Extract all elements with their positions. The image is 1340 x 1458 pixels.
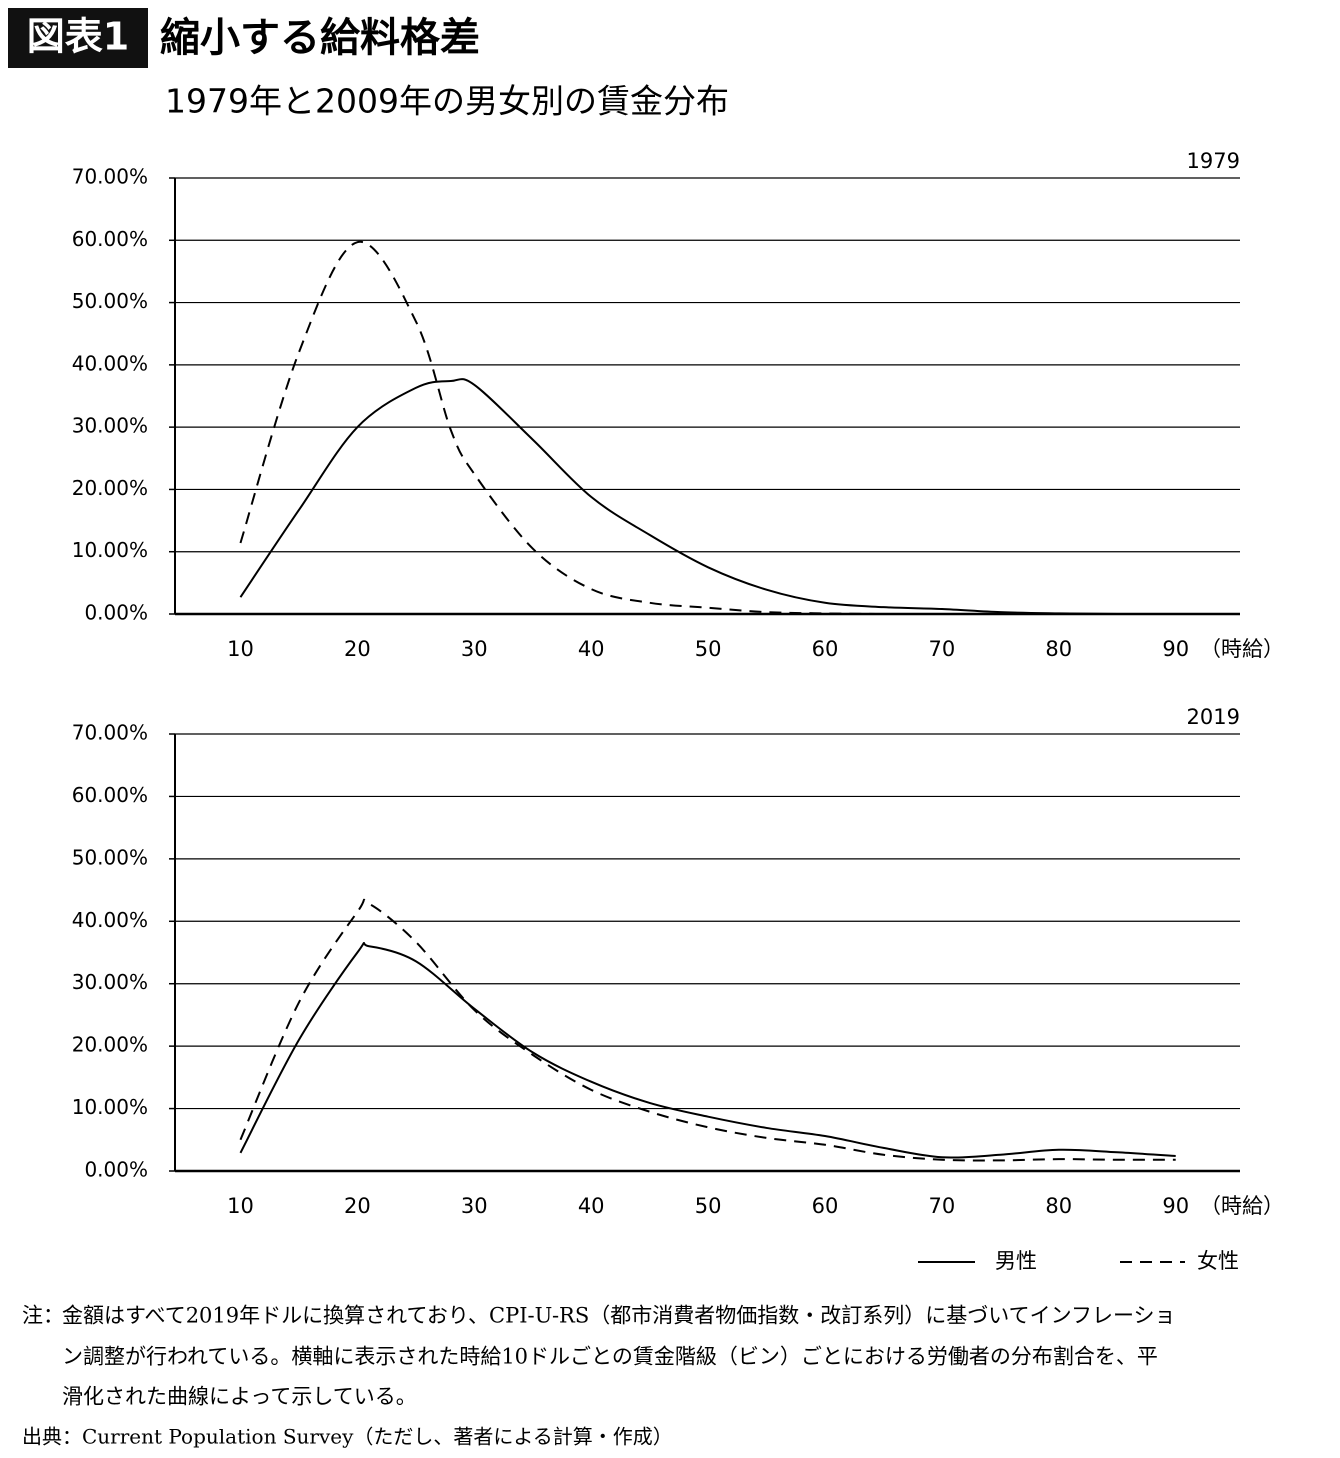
series-line [239,378,1176,616]
note-label: 注： [22,1304,64,1328]
y-tick-label: 70.00% [72,721,148,745]
x-tick-label: 80 [1045,1194,1072,1218]
x-unit: （時給） [1200,637,1284,661]
y-tick-label: 50.00% [72,845,148,869]
series-line [239,241,1176,616]
x-tick-label: 10 [227,637,254,661]
y-tick-label: 0.00% [84,601,148,625]
series-line [239,898,1176,1162]
legend-label: 男性 [995,1249,1037,1273]
legend-label: 女性 [1197,1249,1239,1273]
x-tick-label: 40 [578,1194,605,1218]
note-line: 滑化された曲線によって示している。 [62,1385,417,1409]
x-tick-label: 70 [929,1194,956,1218]
x-tick-label: 70 [929,637,956,661]
y-tick-label: 10.00% [72,1095,148,1119]
note-line: ン調整が行われている。横軸に表示された時給10ドルごとの賃金階級（ビン）ごとにお… [62,1345,1158,1369]
x-tick-label: 10 [227,1194,254,1218]
x-tick-label: 50 [695,637,722,661]
x-tick-label: 60 [812,637,839,661]
source: 出典：Current Population Survey（ただし、著者による計算… [22,1425,673,1449]
y-tick-label: 0.00% [84,1158,148,1182]
badge-bg [8,8,148,68]
y-tick-label: 20.00% [72,476,148,500]
x-tick-label: 20 [344,637,371,661]
badge: 図表1 [27,15,129,59]
panel-label: 1979 [1187,149,1240,173]
x-tick-label: 30 [461,637,488,661]
y-tick-label: 40.00% [72,351,148,375]
x-tick-label: 80 [1045,637,1072,661]
title: 縮小する給料格差 [160,15,480,61]
x-tick-label: 20 [344,1194,371,1218]
y-tick-label: 50.00% [72,289,148,313]
x-tick-label: 90 [1162,1194,1189,1218]
x-tick-label: 30 [461,1194,488,1218]
y-tick-label: 20.00% [72,1033,148,1057]
y-tick-label: 30.00% [72,970,148,994]
x-unit: （時給） [1200,1194,1284,1218]
y-tick-label: 40.00% [72,908,148,932]
panel-label: 2019 [1187,705,1240,729]
note-line: 金額はすべて2019年ドルに換算されており、CPI-U-RS（都市消費者物価指数… [62,1304,1176,1328]
x-tick-label: 90 [1162,637,1189,661]
x-tick-label: 40 [578,637,605,661]
y-tick-label: 60.00% [72,227,148,251]
y-tick-label: 60.00% [72,783,148,807]
x-tick-label: 60 [812,1194,839,1218]
y-tick-label: 10.00% [72,538,148,562]
y-tick-label: 30.00% [72,414,148,438]
subtitle: 1979年と2009年の男女別の賃金分布 [165,82,729,121]
x-tick-label: 50 [695,1194,722,1218]
y-tick-label: 70.00% [72,165,148,189]
series-line [239,941,1176,1159]
